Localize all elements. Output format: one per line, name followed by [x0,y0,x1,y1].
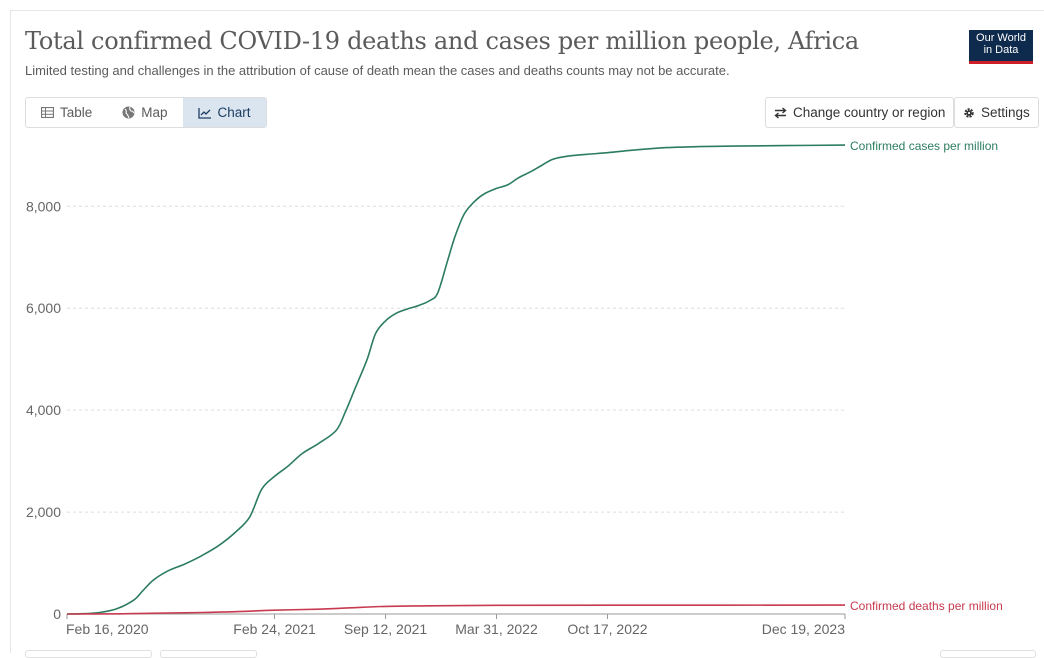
globe-icon [122,106,135,119]
settings-label: Settings [981,105,1030,120]
table-icon [41,107,54,118]
x-tick-label: Sep 12, 2021 [344,621,428,637]
gear-icon [964,107,974,118]
y-tick-label: 8,000 [26,198,61,214]
swap-arrows-icon [774,106,787,119]
series-line-cases [66,144,846,615]
change-country-label: Change country or region [793,105,946,120]
tab-table-label: Table [60,105,93,120]
series-label-cases: Confirmed cases per million [850,139,998,153]
label-layer: Confirmed cases per million Confirmed dea… [850,139,1003,613]
logo-line-2: in Data [983,43,1019,56]
settings-button[interactable]: Settings [954,97,1039,128]
y-tick-label: 0 [53,606,61,622]
tab-table[interactable]: Table [26,98,107,127]
chart-subtitle: Limited testing and challenges in the at… [25,63,730,78]
y-tick-label: 6,000 [26,300,61,316]
tab-chart-label: Chart [217,105,251,120]
series-label-deaths: Confirmed deaths per million [850,599,1003,613]
footer-tab-stub [160,650,257,658]
logo-line-1: Our World [976,32,1026,44]
tab-chart[interactable]: Chart [182,98,266,127]
series-layer [66,144,846,615]
tab-map[interactable]: Map [107,98,182,127]
chart-frame [10,10,1044,653]
x-tick-label: Oct 17, 2022 [567,621,647,637]
x-tick-label: Dec 19, 2023 [762,621,845,637]
line-chart-icon [197,107,211,119]
y-tick-label: 4,000 [26,402,61,418]
change-country-button[interactable]: Change country or region [765,97,955,128]
x-tick-label: Mar 31, 2022 [455,621,538,637]
footer-tab-stub [25,650,152,658]
axis-layer: 0 2,000 4,000 6,000 8,000 Feb 16, 2020 Feb 24,… [26,198,846,637]
chart-title: Total confirmed COVID-19 deaths and case… [25,27,859,55]
footer-tab-stub [940,650,1036,658]
tab-map-label: Map [141,105,168,120]
series-line-deaths [66,604,846,615]
y-tick-label: 2,000 [26,504,61,520]
grid-layer [67,205,845,513]
view-tabs: Table Map Chart [25,97,267,128]
owid-logo[interactable]: Our World in Data [969,30,1033,64]
x-tick-label: Feb 16, 2020 [66,621,149,637]
x-tick-label: Feb 24, 2021 [233,621,316,637]
